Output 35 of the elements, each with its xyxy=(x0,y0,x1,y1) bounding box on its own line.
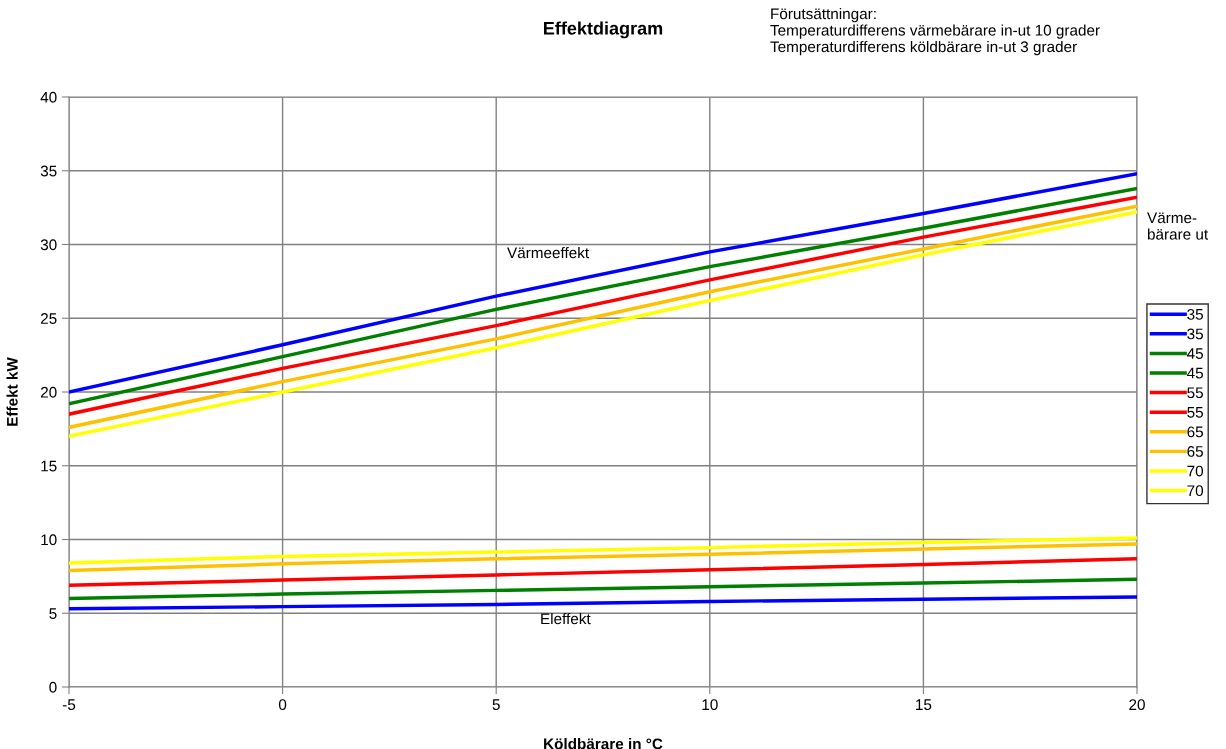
legend-label: 55 xyxy=(1187,387,1203,399)
y-tick-label: 0 xyxy=(49,681,57,693)
annotation: Värmeeffekt xyxy=(507,247,589,259)
legend-label: 65 xyxy=(1187,426,1203,438)
y-tick-label: 20 xyxy=(40,386,57,398)
x-tick-label: 5 xyxy=(492,699,500,711)
legend-label: 55 xyxy=(1187,407,1203,418)
legend-label: 65 xyxy=(1187,446,1203,457)
y-tick-label: 30 xyxy=(40,239,57,251)
y-tick-label: 15 xyxy=(41,460,57,472)
legend-label: 45 xyxy=(1187,348,1203,359)
x-tick-label: 20 xyxy=(1129,699,1145,711)
legend-title: Värme- bärare ut xyxy=(1147,212,1209,240)
y-tick-label: 25 xyxy=(40,313,57,324)
x-axis-title: Köldbärare in °C xyxy=(544,738,663,749)
y-tick-label: 35 xyxy=(40,165,57,177)
text: Förutsättningar: Temperaturdifferens värmebärare in-ut 10 grader Temperaturdifferens köldbärare in-ut 3 grader xyxy=(770,8,1100,56)
legend-label: 35 xyxy=(1187,308,1203,320)
legend-label: 70 xyxy=(1187,465,1204,477)
chart-title: Effektdiagram xyxy=(544,21,663,39)
y-tick-label: 40 xyxy=(40,91,57,103)
y-tick-label: 5 xyxy=(49,608,57,619)
legend-label: 70 xyxy=(1187,485,1204,497)
x-tick-label: -5 xyxy=(62,699,76,711)
y-tick-label: 10 xyxy=(41,534,57,546)
legend-label: 35 xyxy=(1187,328,1203,340)
y-axis-title: Effekt kW xyxy=(6,357,18,426)
line-series xyxy=(69,542,1137,573)
line-series xyxy=(69,556,1137,587)
x-tick-label: 15 xyxy=(916,699,932,711)
x-tick-label: 10 xyxy=(702,699,718,711)
x-tick-label: 0 xyxy=(278,699,287,711)
line-series xyxy=(69,577,1137,601)
legend-label: 45 xyxy=(1187,367,1203,379)
annotation: Eleffekt xyxy=(541,613,591,625)
